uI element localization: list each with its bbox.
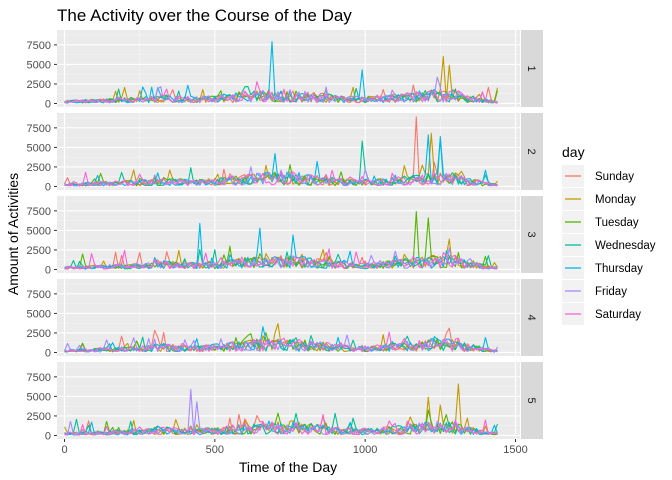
series-line-friday bbox=[64, 247, 498, 270]
facet-panel-2: 0 2500 5000 7500 2 bbox=[27, 113, 543, 193]
x-tick-label: 1000 bbox=[353, 444, 377, 456]
chart-title: The Activity over the Course of the Day bbox=[57, 6, 352, 25]
series-line-saturday bbox=[64, 81, 498, 104]
series-line-saturday bbox=[64, 331, 498, 353]
legend-item-thursday: Thursday bbox=[562, 257, 643, 279]
y-tick-label: 7500 bbox=[27, 123, 51, 135]
y-tick-label: 0 bbox=[45, 264, 51, 276]
series-line-friday bbox=[64, 166, 498, 187]
facet-strip-label: 5 bbox=[525, 397, 537, 403]
x-axis-title: Time of the Day bbox=[239, 459, 337, 475]
facet-panel-1: 0 2500 5000 7500 1 bbox=[27, 30, 543, 110]
facet-strip-label: 1 bbox=[525, 65, 537, 71]
y-tick-label: 0 bbox=[45, 347, 51, 359]
series-line-thursday bbox=[64, 420, 499, 436]
x-axis: 0 500 1000 1500 bbox=[61, 439, 528, 456]
y-tick-label: 0 bbox=[45, 430, 51, 442]
legend-item-tuesday: Tuesday bbox=[562, 211, 639, 233]
facet-panel-4: 0 2500 5000 7500 4 bbox=[27, 279, 543, 359]
series-line-wednesday bbox=[64, 86, 498, 104]
legend-item-saturday: Saturday bbox=[562, 303, 641, 325]
y-tick-label: 5000 bbox=[27, 308, 51, 320]
series-line-friday bbox=[63, 334, 498, 353]
facet-strip-label: 3 bbox=[525, 231, 537, 237]
y-tick-label: 5000 bbox=[27, 142, 51, 154]
legend-label: Tuesday bbox=[595, 217, 639, 229]
series-lines bbox=[64, 41, 499, 104]
series-lines bbox=[64, 211, 498, 270]
series-line-wednesday bbox=[64, 412, 499, 436]
y-tick-label: 0 bbox=[45, 98, 51, 110]
series-lines bbox=[63, 323, 498, 353]
y-tick-label: 2500 bbox=[27, 245, 51, 257]
y-tick-label: 7500 bbox=[27, 206, 51, 218]
y-tick-label: 5000 bbox=[27, 391, 51, 403]
legend: day Sunday Monday Tuesday Wednesday Thursday… bbox=[562, 144, 656, 325]
y-tick-label: 7500 bbox=[27, 289, 51, 301]
facet-strip bbox=[521, 113, 543, 190]
y-tick-label: 2500 bbox=[27, 411, 51, 423]
legend-item-wednesday: Wednesday bbox=[562, 234, 656, 256]
y-tick-label: 7500 bbox=[27, 40, 51, 52]
y-tick-label: 5000 bbox=[27, 59, 51, 71]
series-line-saturday bbox=[64, 169, 498, 187]
facet-strip bbox=[521, 196, 543, 273]
facet-panels: 0250050007500102500500075002025005000750… bbox=[27, 30, 543, 456]
legend-label: Friday bbox=[595, 286, 627, 298]
y-tick-label: 5000 bbox=[27, 225, 51, 237]
legend-label: Saturday bbox=[595, 309, 641, 321]
series-line-saturday bbox=[64, 413, 498, 436]
legend-label: Wednesday bbox=[595, 240, 656, 252]
y-tick-label: 2500 bbox=[27, 162, 51, 174]
facet-panel-3: 0 2500 5000 7500 3 bbox=[27, 196, 543, 276]
legend-title: day bbox=[562, 144, 585, 160]
legend-item-monday: Monday bbox=[562, 188, 636, 210]
x-tick-label: 1500 bbox=[503, 444, 527, 456]
legend-item-friday: Friday bbox=[562, 280, 627, 302]
legend-item-sunday: Sunday bbox=[562, 165, 634, 187]
facet-strip bbox=[521, 279, 543, 356]
facet-strip bbox=[521, 30, 543, 107]
facet-strip-label: 2 bbox=[525, 148, 537, 154]
y-tick-label: 0 bbox=[45, 181, 51, 193]
series-line-saturday bbox=[64, 248, 498, 270]
series-line-thursday bbox=[64, 134, 498, 187]
y-axis-title: Amount of Activities bbox=[5, 173, 21, 295]
x-tick-label: 500 bbox=[206, 444, 224, 456]
legend-label: Thursday bbox=[595, 263, 643, 275]
y-tick-label: 7500 bbox=[27, 372, 51, 384]
facet-panel-5: 0 2500 5000 7500 5 bbox=[27, 362, 543, 442]
legend-label: Sunday bbox=[595, 171, 634, 183]
series-lines bbox=[64, 383, 499, 436]
y-tick-label: 2500 bbox=[27, 79, 51, 91]
series-line-thursday bbox=[64, 222, 498, 270]
facet-strip bbox=[521, 362, 543, 439]
series-lines bbox=[64, 116, 498, 187]
legend-label: Monday bbox=[595, 194, 636, 206]
facet-strip-label: 4 bbox=[525, 314, 537, 320]
x-tick-label: 0 bbox=[61, 444, 67, 456]
y-tick-label: 2500 bbox=[27, 328, 51, 340]
